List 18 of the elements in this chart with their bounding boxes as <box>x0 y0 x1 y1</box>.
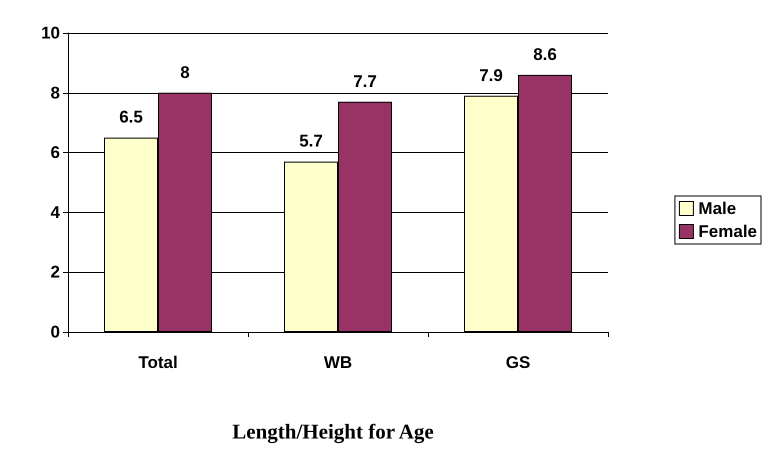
data-label: 8.6 <box>533 44 557 64</box>
y-tick-label: 0 <box>50 322 60 342</box>
data-label: 7.7 <box>353 72 377 91</box>
data-label: 7.9 <box>479 66 503 85</box>
y-tick-label: 4 <box>50 202 61 222</box>
data-label: 6.5 <box>119 108 143 127</box>
x-tick-label: Total <box>138 353 178 372</box>
y-tick-label: 10 <box>41 24 60 42</box>
y-tick-label: 6 <box>50 143 60 162</box>
x-tick-label: GS <box>506 353 530 372</box>
legend-label: Male <box>698 199 736 218</box>
data-label: 5.7 <box>299 132 323 151</box>
data-label: 8 <box>180 62 190 82</box>
y-tick-label: 2 <box>50 262 60 282</box>
legend-label: Female <box>698 222 758 241</box>
y-tick-label: 8 <box>50 83 60 102</box>
text: Length/Height for Age <box>232 420 434 444</box>
x-tick-label: WB <box>324 353 352 372</box>
